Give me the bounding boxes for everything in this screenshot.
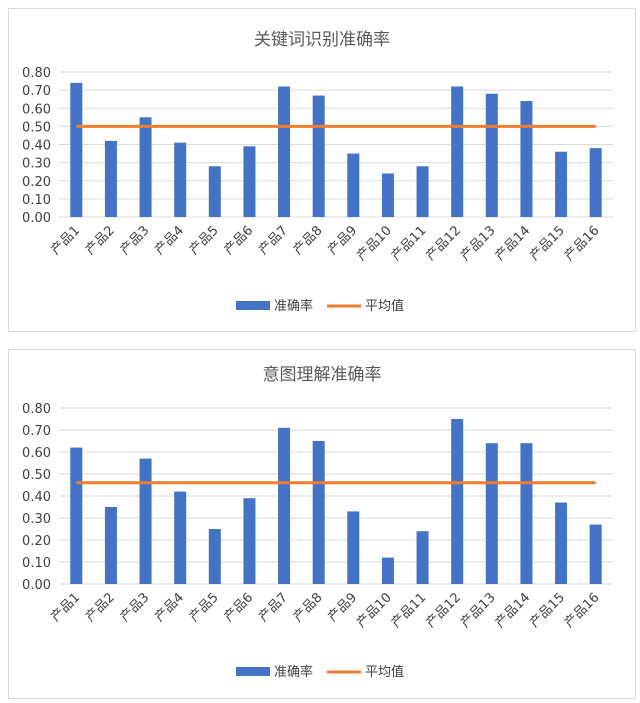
y-tick-label: 0.60 [22,446,51,461]
y-tick-label: 0.50 [22,120,51,135]
y-tick-label: 0.10 [22,556,51,571]
x-tick-label: 产品7 [256,590,291,625]
x-tick-label: 产品1 [48,590,83,625]
bar-产品10 [381,557,394,584]
bar-产品6 [243,498,256,584]
x-tick-label: 产品1 [48,223,83,258]
y-tick-label: 0.00 [22,578,51,593]
x-tick-label: 产品4 [152,223,187,258]
y-tick-label: 0.00 [22,211,51,226]
bar-产品1 [70,82,83,217]
bar-产品4 [174,491,187,584]
bar-产品1 [70,447,83,584]
bar-产品4 [174,142,187,217]
y-tick-label: 0.70 [22,424,51,439]
bar-产品5 [208,166,221,217]
bar-产品13 [485,443,498,584]
x-tick-label: 产品6 [221,223,256,258]
y-tick-label: 0.50 [22,468,51,483]
bar-产品12 [451,419,464,584]
x-tick-label: 产品13 [458,590,499,631]
y-tick-label: 0.10 [22,193,51,208]
x-tick-label: 产品11 [389,590,430,631]
x-tick-label: 产品2 [83,590,118,625]
chart-panel-keyword: 关键词识别准确率 0.00 0.10 0.20 0.30 0.40 0.50 0.60 0.70… [8,8,636,332]
bar-产品3 [139,117,152,217]
legend-label-average: 平均值 [365,664,404,680]
legend-label-accuracy: 准确率 [274,298,313,314]
chart-title: 关键词识别准确率 [254,30,390,50]
x-tick-label: 产品8 [291,590,326,625]
x-tick-label: 产品14 [493,223,534,264]
bar-产品2 [104,140,117,217]
bar-产品14 [520,101,533,217]
legend-label-average: 平均值 [365,298,404,314]
chart-title: 意图理解准确率 [263,365,382,385]
bar-产品15 [555,151,568,217]
x-tick-label: 产品12 [423,223,464,264]
x-tick-label: 产品10 [354,223,395,264]
bar-产品11 [416,166,429,217]
y-tick-label: 0.80 [22,66,51,81]
x-tick-label: 产品7 [256,223,291,258]
bar-产品10 [381,173,394,217]
y-tick-label: 0.80 [22,402,51,417]
legend-swatch-accuracy [236,301,270,310]
bar-产品9 [347,153,360,217]
x-tick-label: 产品13 [458,223,499,264]
bar-产品16 [589,524,602,584]
x-tick-label: 产品16 [562,223,603,264]
x-tick-label: 产品5 [187,590,222,625]
bar-产品7 [278,427,291,584]
keyword-accuracy-chart: 关键词识别准确率 0.00 0.10 0.20 0.30 0.40 0.50 0.60 0.70… [22,30,613,314]
bar-产品3 [139,458,152,584]
bar-产品5 [208,529,221,584]
x-tick-label: 产品2 [83,223,118,258]
y-tick-label: 0.20 [22,534,51,549]
y-tick-label: 0.40 [22,139,51,154]
x-tick-label: 产品10 [354,590,395,631]
bar-产品8 [312,95,325,217]
bar-产品13 [485,93,498,217]
bar-产品15 [555,502,568,584]
x-tick-label: 产品12 [423,590,464,631]
x-tick-label: 产品5 [187,223,222,258]
x-tick-label: 产品11 [389,223,430,264]
x-tick-label: 产品16 [562,590,603,631]
bar-产品16 [589,148,602,217]
y-tick-label: 0.30 [22,157,51,172]
x-tick-label: 产品3 [118,590,153,625]
x-tick-label: 产品8 [291,223,326,258]
y-tick-label: 0.30 [22,512,51,527]
y-tick-label: 0.40 [22,490,51,505]
bar-产品7 [278,86,291,217]
x-tick-label: 产品14 [493,590,534,631]
x-tick-label: 产品4 [152,590,187,625]
x-tick-label: 产品15 [527,223,568,264]
y-tick-label: 0.20 [22,175,51,190]
chart-panel-intent: 意图理解准确率 0.00 0.10 0.20 0.30 0.40 0.50 0.60 0.70 0… [8,349,636,699]
legend-label-accuracy: 准确率 [274,664,313,680]
bar-产品8 [312,441,325,584]
bar-产品12 [451,86,464,217]
bar-产品9 [347,511,360,584]
bar-产品2 [104,507,117,584]
bar-产品6 [243,146,256,217]
legend-swatch-accuracy [236,667,270,676]
intent-accuracy-chart: 意图理解准确率 0.00 0.10 0.20 0.30 0.40 0.50 0.60 0.70 0… [22,365,613,680]
y-tick-label: 0.70 [22,84,51,99]
x-tick-label: 产品15 [527,590,568,631]
y-tick-label: 0.60 [22,102,51,117]
x-tick-label: 产品6 [221,590,256,625]
bar-产品11 [416,531,429,584]
bar-产品14 [520,443,533,584]
x-tick-label: 产品3 [118,223,153,258]
